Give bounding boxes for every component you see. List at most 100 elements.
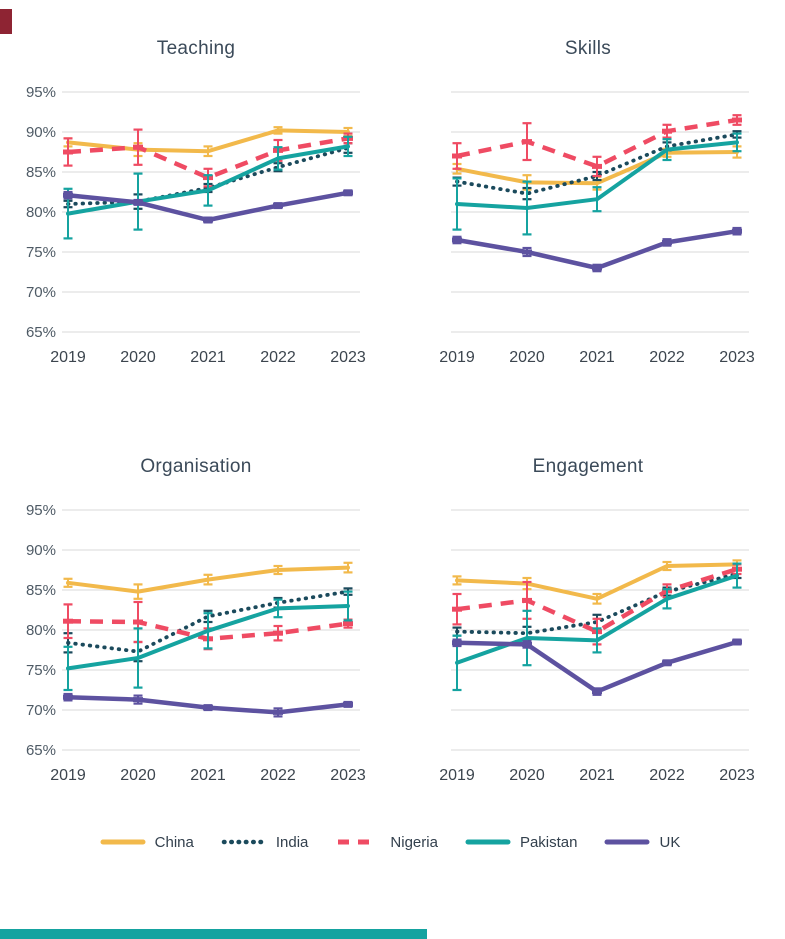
y-tick-label: 90% — [26, 124, 56, 141]
x-tick-label: 2019 — [50, 767, 86, 784]
clipped-element-top-left — [0, 9, 12, 34]
point-marker-uk — [133, 199, 143, 205]
series-line-china — [455, 562, 739, 601]
legend-label: India — [275, 833, 309, 851]
series-line-nigeria — [67, 136, 349, 180]
point-marker-uk — [452, 640, 462, 646]
skills-plot-area: 2019 2020 2021 2022 2023 — [439, 91, 755, 366]
legend-item-nigeria: Nigeria — [335, 834, 438, 851]
point-marker-nigeria — [63, 618, 73, 624]
x-tick-label: 2020 — [120, 349, 156, 366]
x-tick-label: 2020 — [509, 349, 545, 366]
series-line-china — [455, 150, 739, 186]
x-tick-label: 2022 — [649, 767, 685, 784]
y-tick-label: 65% — [26, 742, 56, 759]
legend-item-china: China — [100, 834, 194, 851]
x-tick-label: 2023 — [330, 767, 366, 784]
chart-title: Skills — [564, 38, 612, 59]
y-tick-label: 80% — [26, 204, 56, 221]
x-tick-label: 2022 — [260, 767, 296, 784]
chart-title: Teaching — [156, 38, 236, 59]
legend-swatch-nigeria-dashed-line — [335, 837, 381, 847]
series-line-pakistan — [66, 604, 350, 671]
point-marker-nigeria — [662, 128, 672, 134]
chart-title: Organisation — [140, 456, 252, 477]
x-tick-label: 2022 — [649, 349, 685, 366]
series-line-pakistan — [455, 140, 739, 210]
legend-item-india: India — [221, 833, 309, 851]
legend-swatch-uk-line — [604, 837, 650, 847]
x-tick-label: 2022 — [260, 349, 296, 366]
series-line-nigeria — [456, 567, 738, 634]
x-tick-label: 2021 — [190, 767, 226, 784]
point-marker-nigeria — [133, 619, 143, 625]
chart-engagement: Engagement 2019 2020 2021 2022 2023 — [392, 448, 784, 793]
point-marker-nigeria — [522, 139, 532, 145]
legend-swatch-line — [100, 839, 146, 845]
point-marker-uk — [63, 192, 73, 198]
engagement-plot-area: 2019 2020 2021 2022 2023 — [439, 509, 755, 784]
x-tick-label: 2020 — [509, 767, 545, 784]
x-tick-label: 2019 — [439, 349, 475, 366]
x-tick-label: 2019 — [439, 767, 475, 784]
legend-swatch-pakistan-line — [465, 837, 511, 847]
chart-skills: Skills 2019 2020 2021 2022 2023 — [392, 30, 784, 375]
point-marker-uk — [343, 701, 353, 707]
x-tick-label: 2023 — [719, 767, 755, 784]
point-marker-uk — [522, 641, 532, 647]
point-marker-uk — [273, 203, 283, 209]
point-marker-nigeria — [133, 144, 143, 150]
y-tick-label: 75% — [26, 244, 56, 261]
series-line-pakistan — [455, 573, 739, 665]
chart-legend: China India Nigeria Pakistan UK — [60, 824, 720, 860]
point-marker-uk — [203, 705, 213, 711]
y-tick-label: 85% — [26, 164, 56, 181]
point-marker-uk — [452, 237, 462, 243]
point-marker-nigeria — [63, 149, 73, 155]
point-marker-uk — [662, 239, 672, 245]
point-marker-nigeria — [592, 163, 602, 169]
point-marker-nigeria — [452, 606, 462, 612]
point-marker-uk — [63, 694, 73, 700]
y-tick-label: 80% — [26, 622, 56, 639]
x-tick-label: 2019 — [50, 349, 86, 366]
point-marker-nigeria — [343, 621, 353, 627]
chart-organisation: Organisation 95% 90% 85% 80% 75% 70% 65% 2019 20… — [0, 448, 392, 793]
y-tick-label: 85% — [26, 582, 56, 599]
point-marker-nigeria — [452, 153, 462, 159]
y-tick-label: 95% — [26, 502, 56, 519]
point-marker-uk — [732, 228, 742, 234]
teaching-plot-area: 95% 90% 85% 80% 75% 70% 65% 2019 2020 2021 2022 202… — [26, 84, 366, 366]
y-tick-label: 90% — [26, 542, 56, 559]
legend-swatch-india-dotted-line — [221, 837, 267, 847]
legend-label: UK — [659, 833, 681, 851]
y-tick-label: 70% — [26, 284, 56, 301]
y-tick-label: 75% — [26, 662, 56, 679]
series-line-india — [455, 132, 739, 196]
series-line-pakistan — [66, 144, 350, 216]
chart-teaching: Teaching 95% 90% 85% 80% 75% 70% 65% 2019 2020 20… — [0, 30, 392, 375]
point-marker-uk — [203, 217, 213, 223]
legend-swatch-line — [338, 839, 379, 845]
legend-item-pakistan: Pakistan — [465, 834, 577, 851]
x-tick-label: 2023 — [719, 349, 755, 366]
point-marker-uk — [273, 709, 283, 715]
point-marker-uk — [343, 190, 353, 196]
point-marker-uk — [662, 660, 672, 666]
clipped-element-bottom-bar — [0, 929, 427, 939]
x-tick-label: 2021 — [579, 349, 615, 366]
legend-swatch-line — [604, 839, 650, 845]
x-tick-label: 2021 — [190, 349, 226, 366]
legend-swatch-line — [465, 839, 511, 845]
point-marker-uk — [133, 697, 143, 703]
x-tick-label: 2021 — [579, 767, 615, 784]
organisation-plot-area: 95% 90% 85% 80% 75% 70% 65% 2019 2020 2021 2022 202… — [26, 502, 366, 784]
y-tick-label: 95% — [26, 84, 56, 101]
point-marker-uk — [732, 639, 742, 645]
point-marker-uk — [522, 249, 532, 255]
legend-label: Nigeria — [390, 833, 438, 851]
point-marker-uk — [592, 689, 602, 695]
point-marker-uk — [592, 265, 602, 271]
x-tick-label: 2020 — [120, 767, 156, 784]
